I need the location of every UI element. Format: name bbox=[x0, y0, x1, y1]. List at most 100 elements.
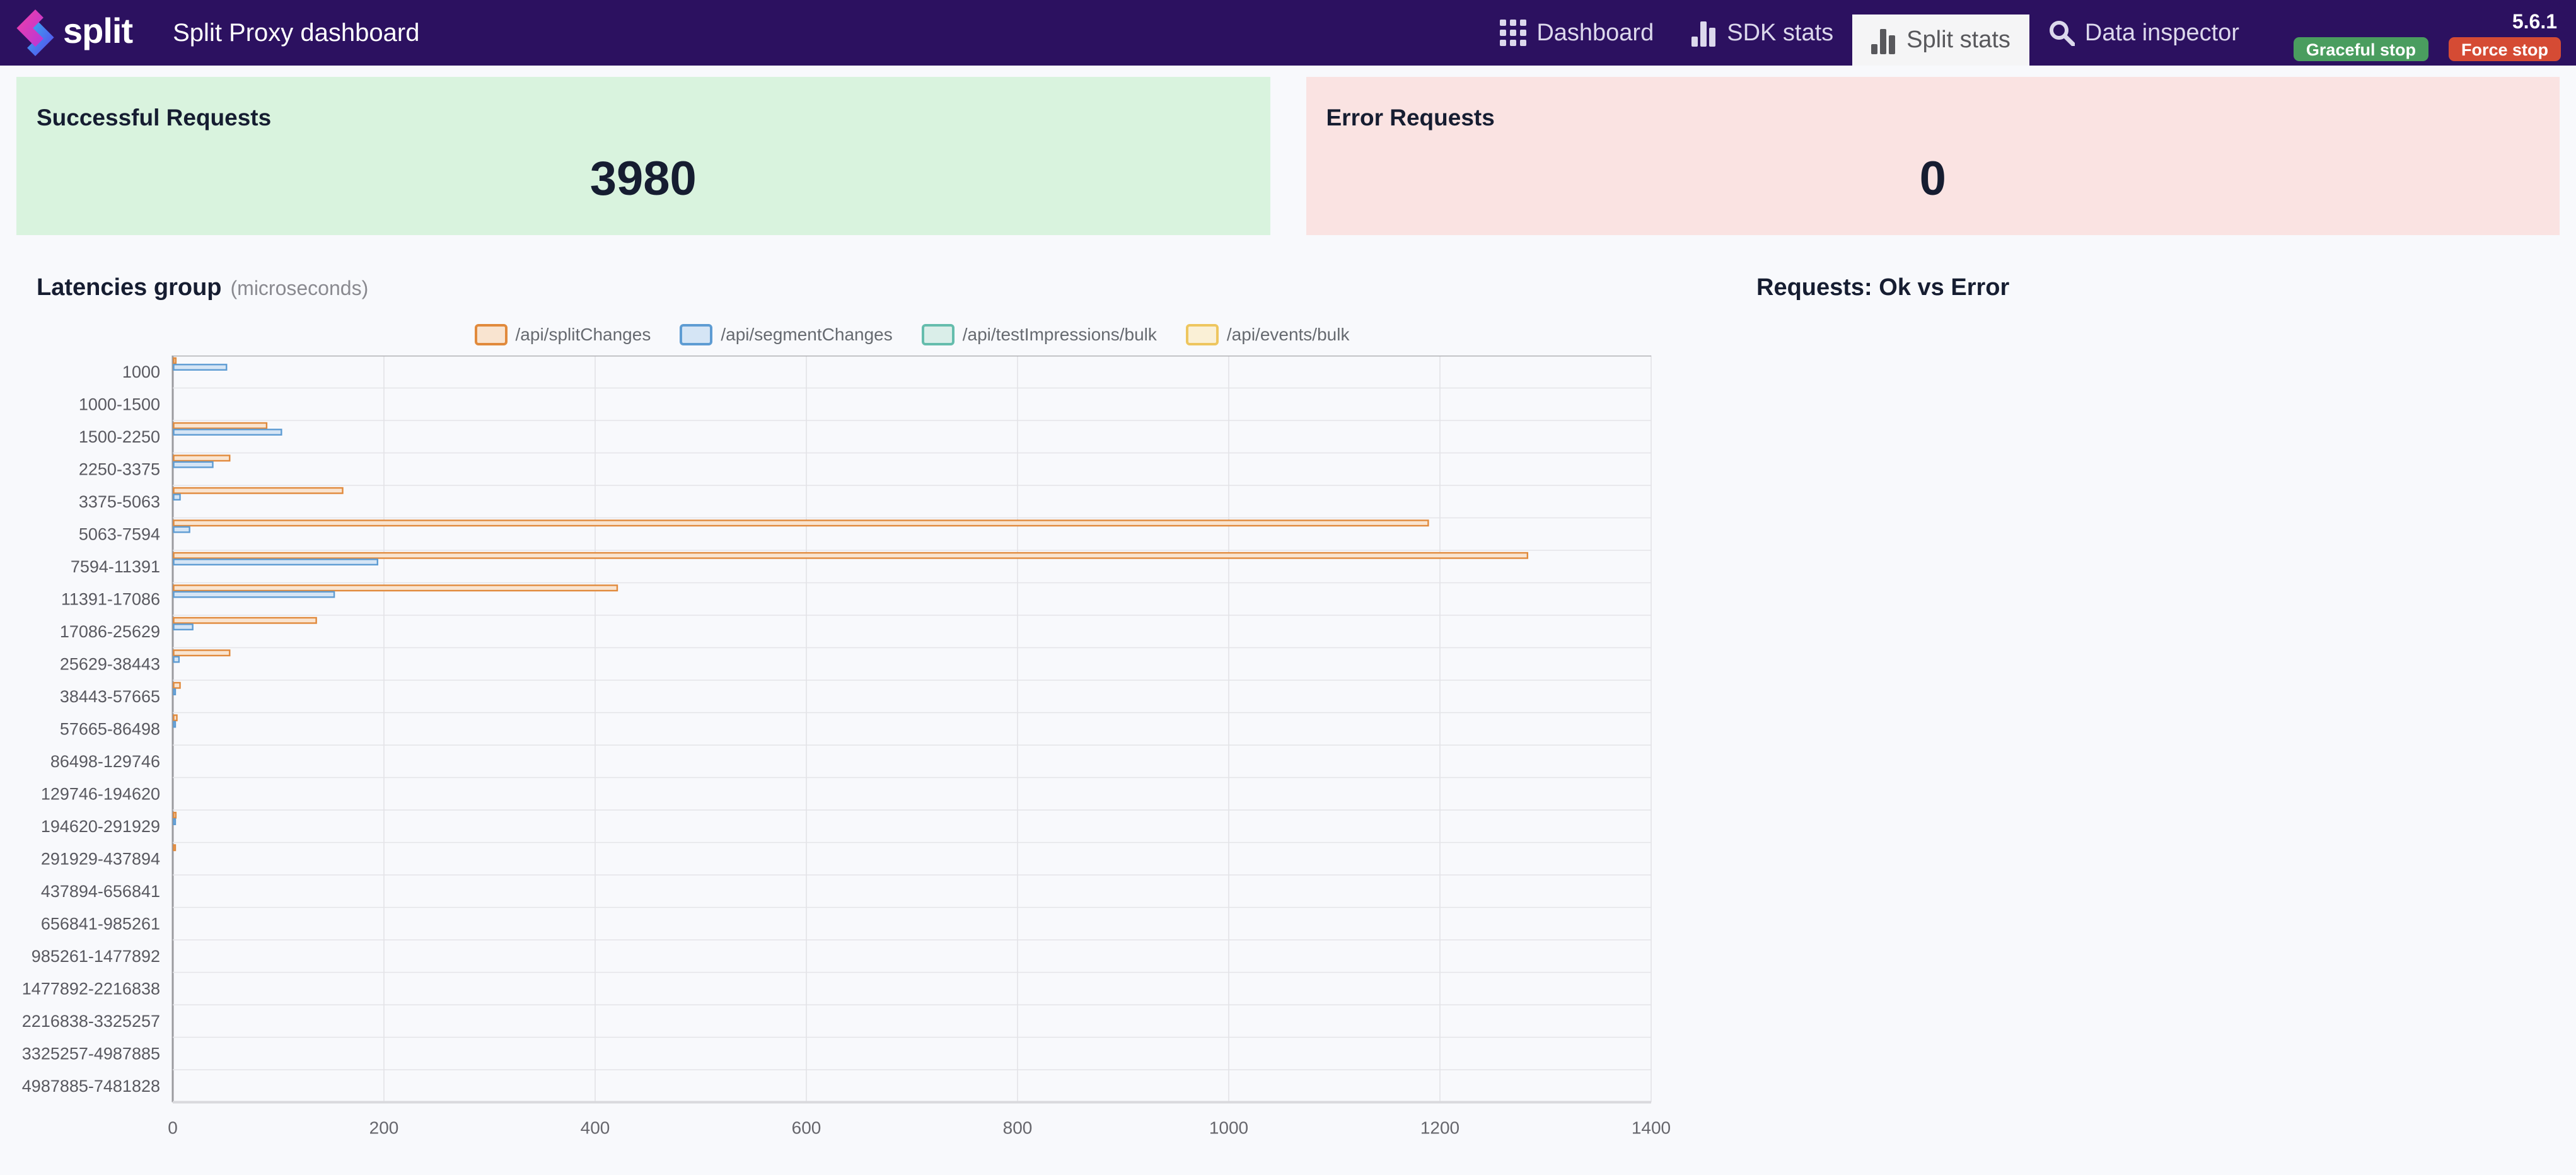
svg-text:5063-7594: 5063-7594 bbox=[79, 524, 160, 543]
svg-text:1000: 1000 bbox=[122, 362, 160, 381]
svg-text:1477892-2216838: 1477892-2216838 bbox=[22, 979, 160, 998]
latencies-title: Latencies group bbox=[37, 274, 222, 301]
bar-chart-icon bbox=[1871, 28, 1896, 54]
bar bbox=[173, 526, 190, 533]
svg-text:1200: 1200 bbox=[1420, 1118, 1459, 1138]
svg-text:600: 600 bbox=[792, 1118, 821, 1138]
x-axis-labels: 0 200 400 600 800 1000 1200 1400 bbox=[168, 1118, 1671, 1138]
split-logo[interactable]: split bbox=[16, 9, 133, 56]
bar bbox=[173, 552, 1529, 559]
main-content: Successful Requests 3980 Error Requests … bbox=[0, 77, 2576, 1149]
grid-icon bbox=[1500, 20, 1527, 46]
header-right-block: 5.6.1 Graceful stop Force stop bbox=[2293, 5, 2561, 61]
bar-chart-icon bbox=[1691, 21, 1716, 47]
main-nav: Dashboard SDK stats Split stats bbox=[1481, 0, 2258, 66]
bar bbox=[173, 616, 317, 624]
bar bbox=[173, 559, 378, 565]
bar-series bbox=[173, 357, 1529, 852]
bar bbox=[173, 591, 335, 598]
svg-text:200: 200 bbox=[369, 1118, 399, 1138]
svg-text:2216838-3325257: 2216838-3325257 bbox=[22, 1012, 160, 1031]
svg-text:0: 0 bbox=[168, 1118, 178, 1138]
svg-text:25629-38443: 25629-38443 bbox=[60, 654, 160, 673]
bar bbox=[173, 721, 177, 728]
summary-cards: Successful Requests 3980 Error Requests … bbox=[16, 77, 2560, 235]
bar bbox=[173, 357, 177, 364]
y-axis-labels: 1000 1000-1500 1500-2250 2250-3375 3375-5063… bbox=[22, 362, 160, 1096]
bar bbox=[173, 364, 228, 371]
svg-text:1400: 1400 bbox=[1632, 1118, 1671, 1138]
svg-text:7594-11391: 7594-11391 bbox=[71, 557, 160, 576]
legend-item[interactable]: /api/events/bulk bbox=[1185, 324, 1350, 345]
nav-item-split-stats[interactable]: Split stats bbox=[1852, 14, 2029, 66]
bar bbox=[173, 461, 214, 468]
nav-label: Data inspector bbox=[2084, 19, 2239, 46]
svg-text:17086-25629: 17086-25629 bbox=[60, 622, 160, 641]
nav-item-data-inspector[interactable]: Data inspector bbox=[2029, 0, 2258, 66]
graceful-stop-button[interactable]: Graceful stop bbox=[2293, 37, 2428, 61]
page-title: Split Proxy dashboard bbox=[173, 18, 420, 47]
legend-item[interactable]: /api/splitChanges bbox=[474, 324, 651, 345]
svg-text:656841-985261: 656841-985261 bbox=[41, 914, 160, 933]
nav-label: Dashboard bbox=[1536, 19, 1654, 46]
svg-text:1500-2250: 1500-2250 bbox=[79, 427, 160, 446]
force-stop-button[interactable]: Force stop bbox=[2448, 37, 2561, 61]
successful-requests-title: Successful Requests bbox=[37, 105, 272, 130]
bar bbox=[173, 844, 177, 852]
bar bbox=[173, 494, 181, 501]
nav-item-sdk-stats[interactable]: SDK stats bbox=[1673, 0, 1852, 66]
bar bbox=[173, 649, 231, 657]
bar bbox=[173, 714, 178, 722]
bar bbox=[173, 422, 268, 429]
svg-text:985261-1477892: 985261-1477892 bbox=[32, 947, 160, 966]
latencies-chart-panel: Latencies group (microseconds) /api/spli… bbox=[16, 274, 1693, 1149]
error-requests-value: 0 bbox=[1919, 152, 1946, 205]
nav-label: SDK stats bbox=[1727, 19, 1834, 46]
bar bbox=[173, 623, 194, 630]
bar bbox=[173, 487, 344, 494]
legend-label: /api/splitChanges bbox=[515, 325, 651, 344]
svg-text:3375-5063: 3375-5063 bbox=[79, 492, 160, 511]
legend-swatch bbox=[474, 324, 508, 345]
legend-swatch bbox=[680, 324, 713, 345]
svg-text:2250-3375: 2250-3375 bbox=[79, 460, 160, 478]
svg-text:38443-57665: 38443-57665 bbox=[60, 687, 160, 706]
nav-item-dashboard[interactable]: Dashboard bbox=[1481, 0, 1673, 66]
legend-label: /api/segmentChanges bbox=[721, 325, 893, 344]
split-logo-icon bbox=[16, 9, 54, 56]
svg-text:194620-291929: 194620-291929 bbox=[41, 817, 160, 836]
bar bbox=[173, 454, 231, 462]
svg-text:291929-437894: 291929-437894 bbox=[41, 849, 160, 868]
svg-text:1000: 1000 bbox=[1209, 1118, 1248, 1138]
legend-item[interactable]: /api/segmentChanges bbox=[680, 324, 893, 345]
bar bbox=[173, 656, 180, 663]
legend-label: /api/events/bulk bbox=[1226, 325, 1350, 344]
requests-chart-panel: Requests: Ok vs Error bbox=[1693, 274, 2560, 1149]
grid-lines bbox=[171, 356, 1652, 1104]
successful-requests-card: Successful Requests 3980 bbox=[16, 77, 1270, 235]
svg-text:800: 800 bbox=[1003, 1118, 1033, 1138]
legend-swatch bbox=[1185, 324, 1219, 345]
bar bbox=[173, 584, 618, 592]
legend-item[interactable]: /api/testImpressions/bulk bbox=[921, 324, 1157, 345]
charts-row: Latencies group (microseconds) /api/spli… bbox=[16, 274, 2560, 1149]
bar-series bbox=[173, 364, 378, 825]
svg-text:11391-17086: 11391-17086 bbox=[61, 589, 160, 608]
legend-label: /api/testImpressions/bulk bbox=[962, 325, 1157, 344]
error-requests-title: Error Requests bbox=[1326, 105, 1495, 130]
svg-text:4987885-7481828: 4987885-7481828 bbox=[22, 1077, 160, 1096]
bar bbox=[173, 429, 282, 436]
bar bbox=[173, 519, 1429, 527]
brand-wordmark: split bbox=[63, 11, 133, 50]
latencies-subtitle: (microseconds) bbox=[230, 277, 369, 299]
bar bbox=[173, 811, 177, 819]
version-label: 5.6.1 bbox=[2512, 9, 2557, 33]
nav-label: Split stats bbox=[1906, 26, 2010, 53]
svg-text:129746-194620: 129746-194620 bbox=[41, 784, 160, 803]
chart-legend: /api/splitChanges/api/segmentChanges/api… bbox=[173, 324, 1651, 345]
search-icon bbox=[2049, 21, 2075, 46]
latencies-bar-chart: 1000 1000-1500 1500-2250 2250-3375 3375-5063… bbox=[22, 356, 1671, 1138]
svg-text:57665-86498: 57665-86498 bbox=[60, 719, 160, 738]
bar bbox=[173, 818, 177, 825]
successful-requests-value: 3980 bbox=[589, 152, 697, 205]
